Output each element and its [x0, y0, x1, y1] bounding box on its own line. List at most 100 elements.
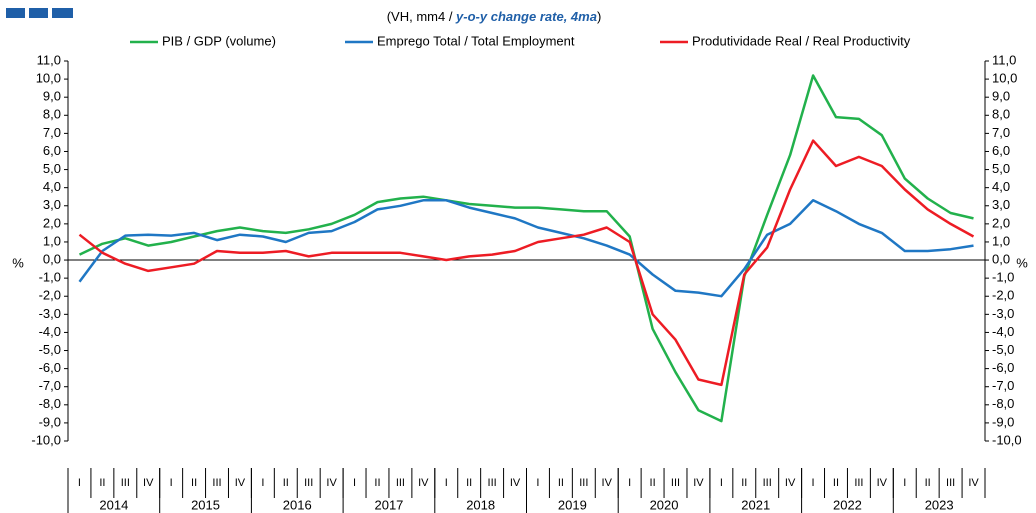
y2-tick-label: 6,0: [992, 143, 1010, 158]
y2-tick-label: -2,0: [992, 288, 1014, 303]
y2-tick-label: 0,0: [992, 251, 1010, 266]
y-tick-label: -1,0: [39, 270, 61, 285]
y-tick-label: -4,0: [39, 324, 61, 339]
x-tick-label: III: [946, 477, 955, 489]
y-tick-label: -10,0: [31, 432, 61, 447]
legend-label: Emprego Total / Total Employment: [377, 33, 575, 48]
x-tick-label: I: [903, 477, 906, 489]
x-tick-label: I: [445, 477, 448, 489]
x-tick-label: III: [121, 477, 130, 489]
y2-tick-label: -10,0: [992, 432, 1022, 447]
y-tick-label: -7,0: [39, 378, 61, 393]
y2-tick-label: -4,0: [992, 324, 1014, 339]
y2-tick-label: -3,0: [992, 306, 1014, 321]
x-tick-label: I: [78, 477, 81, 489]
year-label: 2020: [650, 497, 679, 512]
y-tick-label: 5,0: [43, 161, 61, 176]
year-label: 2019: [558, 497, 587, 512]
x-tick-label: II: [99, 477, 105, 489]
x-tick-label: IV: [235, 477, 246, 489]
legend-label: PIB / GDP (volume): [162, 33, 276, 48]
y-tick-label: 0,0: [43, 251, 61, 266]
x-tick-label: IV: [510, 477, 521, 489]
year-label: 2017: [374, 497, 403, 512]
x-tick-label: I: [628, 477, 631, 489]
y2-tick-label: 10,0: [992, 71, 1017, 86]
year-label: 2016: [283, 497, 312, 512]
series-line: [78, 74, 974, 423]
x-tick-label: II: [833, 477, 839, 489]
y2-axis-label: %: [1016, 255, 1028, 270]
x-tick-label: III: [212, 477, 221, 489]
x-tick-label: II: [283, 477, 289, 489]
y2-tick-label: -5,0: [992, 342, 1014, 357]
y-tick-label: -9,0: [39, 414, 61, 429]
legend-label: Produtividade Real / Real Productivity: [692, 33, 911, 48]
y-tick-label: 8,0: [43, 107, 61, 122]
y2-tick-label: 4,0: [992, 179, 1010, 194]
y2-tick-label: 8,0: [992, 107, 1010, 122]
y2-tick-label: 9,0: [992, 89, 1010, 104]
x-tick-label: II: [374, 477, 380, 489]
year-label: 2018: [466, 497, 495, 512]
x-tick-label: IV: [143, 477, 154, 489]
subtitle: (VH, mm4 / y-o-y change rate, 4ma): [387, 9, 602, 24]
year-label: 2014: [99, 497, 128, 512]
y-tick-label: 11,0: [37, 52, 61, 67]
x-tick-label: I: [261, 477, 264, 489]
year-label: 2015: [191, 497, 220, 512]
x-tick-label: II: [191, 477, 197, 489]
y-tick-label: -8,0: [39, 396, 61, 411]
y2-tick-label: 1,0: [992, 233, 1010, 248]
y-tick-label: -5,0: [39, 342, 61, 357]
y-tick-label: -6,0: [39, 360, 61, 375]
year-label: 2023: [925, 497, 954, 512]
x-tick-label: I: [353, 477, 356, 489]
x-tick-label: III: [854, 477, 863, 489]
y2-tick-label: -8,0: [992, 396, 1014, 411]
y-tick-label: -2,0: [39, 288, 61, 303]
y-tick-label: 4,0: [43, 179, 61, 194]
x-tick-label: IV: [785, 477, 796, 489]
x-tick-label: IV: [968, 477, 979, 489]
x-tick-label: III: [488, 477, 497, 489]
y-tick-label: 6,0: [43, 143, 61, 158]
series-line: [78, 139, 975, 387]
y2-tick-label: 7,0: [992, 125, 1010, 140]
x-tick-label: II: [925, 477, 931, 489]
x-tick-label: I: [536, 477, 539, 489]
x-tick-label: IV: [877, 477, 888, 489]
y-axis-label: %: [12, 255, 24, 270]
x-tick-label: I: [812, 477, 815, 489]
y-tick-label: 2,0: [43, 215, 61, 230]
series-line: [78, 199, 974, 298]
x-tick-label: IV: [418, 477, 429, 489]
x-tick-label: I: [170, 477, 173, 489]
x-tick-label: IV: [693, 477, 704, 489]
y2-tick-label: 11,0: [992, 52, 1016, 67]
year-label: 2022: [833, 497, 862, 512]
x-tick-label: II: [650, 477, 656, 489]
y-tick-label: -3,0: [39, 306, 61, 321]
x-tick-label: III: [396, 477, 405, 489]
y-tick-label: 10,0: [36, 71, 61, 86]
y2-tick-label: 3,0: [992, 197, 1010, 212]
x-tick-label: IV: [602, 477, 613, 489]
x-tick-label: III: [579, 477, 588, 489]
y2-tick-label: 2,0: [992, 215, 1010, 230]
logo-block: [52, 8, 73, 18]
x-tick-label: III: [671, 477, 680, 489]
x-tick-label: II: [558, 477, 564, 489]
y2-tick-label: -7,0: [992, 378, 1014, 393]
y2-tick-label: -6,0: [992, 360, 1014, 375]
y-tick-label: 7,0: [43, 125, 61, 140]
logo-block: [29, 8, 48, 18]
y2-tick-label: 5,0: [992, 161, 1010, 176]
y-tick-label: 9,0: [43, 89, 61, 104]
x-tick-label: II: [741, 477, 747, 489]
y-tick-label: 3,0: [43, 197, 61, 212]
year-label: 2021: [741, 497, 770, 512]
logo-block: [6, 8, 25, 18]
x-tick-label: III: [304, 477, 313, 489]
